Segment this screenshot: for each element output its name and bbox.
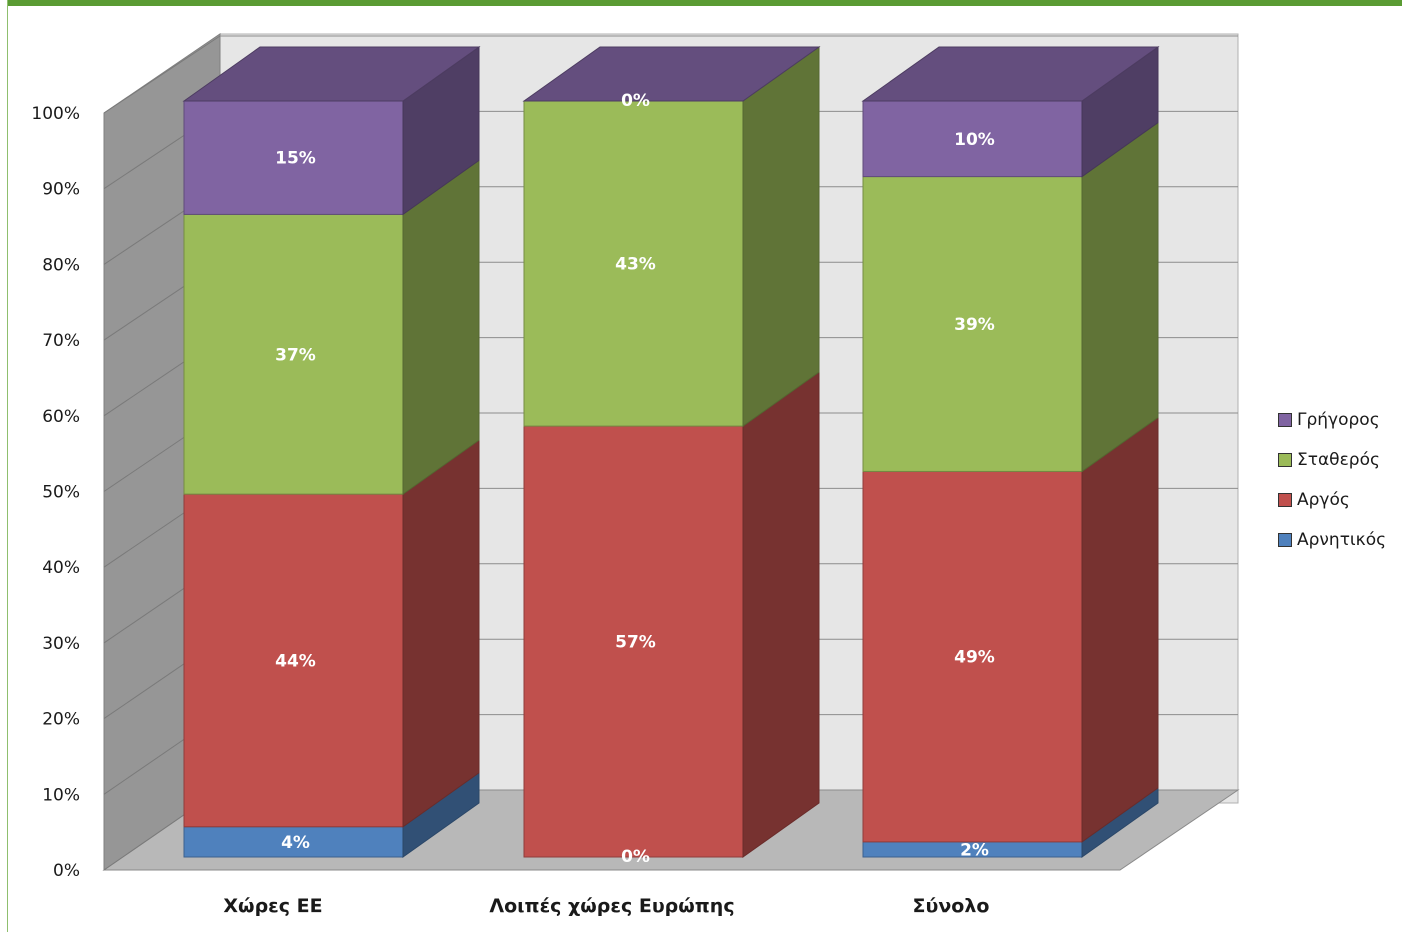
window-left-border bbox=[0, 0, 8, 932]
data-label: 43% bbox=[615, 255, 656, 275]
data-label: 44% bbox=[275, 651, 316, 671]
bar-segment-side bbox=[1081, 416, 1159, 843]
bar-segment-front bbox=[523, 100, 744, 427]
bar-segment-front bbox=[862, 100, 1083, 178]
bar-segment-front bbox=[183, 213, 404, 495]
y-tick-label: 10% bbox=[42, 785, 80, 805]
legend-item-slow: Αργός bbox=[1278, 480, 1402, 520]
bar-segment-front bbox=[862, 470, 1083, 843]
legend-label-fast: Γρήγορος bbox=[1297, 410, 1380, 430]
legend-swatch-stable bbox=[1278, 453, 1292, 467]
legend-swatch-slow bbox=[1278, 493, 1292, 507]
data-label: 49% bbox=[954, 648, 995, 668]
data-label: 57% bbox=[615, 633, 656, 653]
bar-top-face bbox=[522, 46, 821, 102]
bar-segment-front bbox=[183, 493, 404, 828]
legend-label-stable: Σταθερός bbox=[1297, 450, 1380, 470]
x-category-label: Λοιπές χώρες Ευρώπης bbox=[489, 895, 734, 917]
legend-item-fast: Γρήγορος bbox=[1278, 400, 1402, 440]
chart-bars bbox=[182, 46, 1160, 858]
y-tick-label: 30% bbox=[42, 634, 80, 654]
data-label: 10% bbox=[954, 130, 995, 150]
chart-legend: Γρήγορος Σταθερός Αργός Αρνητικός bbox=[1278, 400, 1402, 560]
data-label: 15% bbox=[275, 149, 316, 169]
bar-segment-front bbox=[523, 425, 744, 858]
legend-item-negative: Αρνητικός bbox=[1278, 520, 1402, 560]
bar-segment-front bbox=[862, 176, 1083, 472]
window-top-border bbox=[0, 0, 1402, 6]
legend-swatch-fast bbox=[1278, 413, 1292, 427]
data-label: 39% bbox=[954, 315, 995, 335]
y-tick-label: 60% bbox=[42, 407, 80, 427]
y-tick-label: 0% bbox=[53, 861, 80, 881]
y-tick-label: 70% bbox=[42, 331, 80, 351]
data-label: 2% bbox=[960, 840, 989, 860]
chart-data-labels: 4% 44% 37% 15% 0% 57% 43% 0% 2% 49% 39% 10% bbox=[275, 91, 995, 867]
legend-swatch-negative bbox=[1278, 533, 1292, 547]
data-label: 4% bbox=[281, 833, 310, 853]
bar-segment-side bbox=[1081, 121, 1159, 473]
data-label: 0% bbox=[621, 91, 650, 111]
data-label: 37% bbox=[275, 345, 316, 365]
legend-item-stable: Σταθερός bbox=[1278, 440, 1402, 480]
bar-segment-side bbox=[742, 46, 820, 428]
bar-segment-side bbox=[742, 371, 820, 858]
y-tick-label: 40% bbox=[42, 558, 80, 578]
data-label: 0% bbox=[621, 847, 650, 867]
y-axis-tick-labels: 0% 10% 20% 30% 40% 50% 60% 70% 80% 90% 100% bbox=[31, 104, 80, 881]
bar-segment-side bbox=[402, 159, 480, 496]
y-tick-label: 20% bbox=[42, 710, 80, 730]
y-tick-label: 100% bbox=[31, 104, 80, 124]
gridline-side bbox=[103, 35, 221, 114]
bar-segment-side bbox=[402, 439, 480, 828]
bar-top-face bbox=[182, 46, 481, 102]
x-category-label: Σύνολο bbox=[913, 895, 990, 917]
y-tick-label: 90% bbox=[42, 180, 80, 200]
x-axis-category-labels: Χώρες ΕΕ Λοιπές χώρες Ευρώπης Σύνολο bbox=[223, 895, 989, 917]
legend-label-negative: Αρνητικός bbox=[1297, 530, 1387, 550]
bar-segment-front bbox=[183, 826, 404, 858]
bar-segment-front bbox=[183, 100, 404, 215]
y-tick-label: 50% bbox=[42, 483, 80, 503]
x-category-label: Χώρες ΕΕ bbox=[223, 895, 322, 917]
bar-top-face bbox=[861, 46, 1160, 102]
legend-label-slow: Αργός bbox=[1297, 490, 1350, 510]
y-tick-label: 80% bbox=[42, 255, 80, 275]
